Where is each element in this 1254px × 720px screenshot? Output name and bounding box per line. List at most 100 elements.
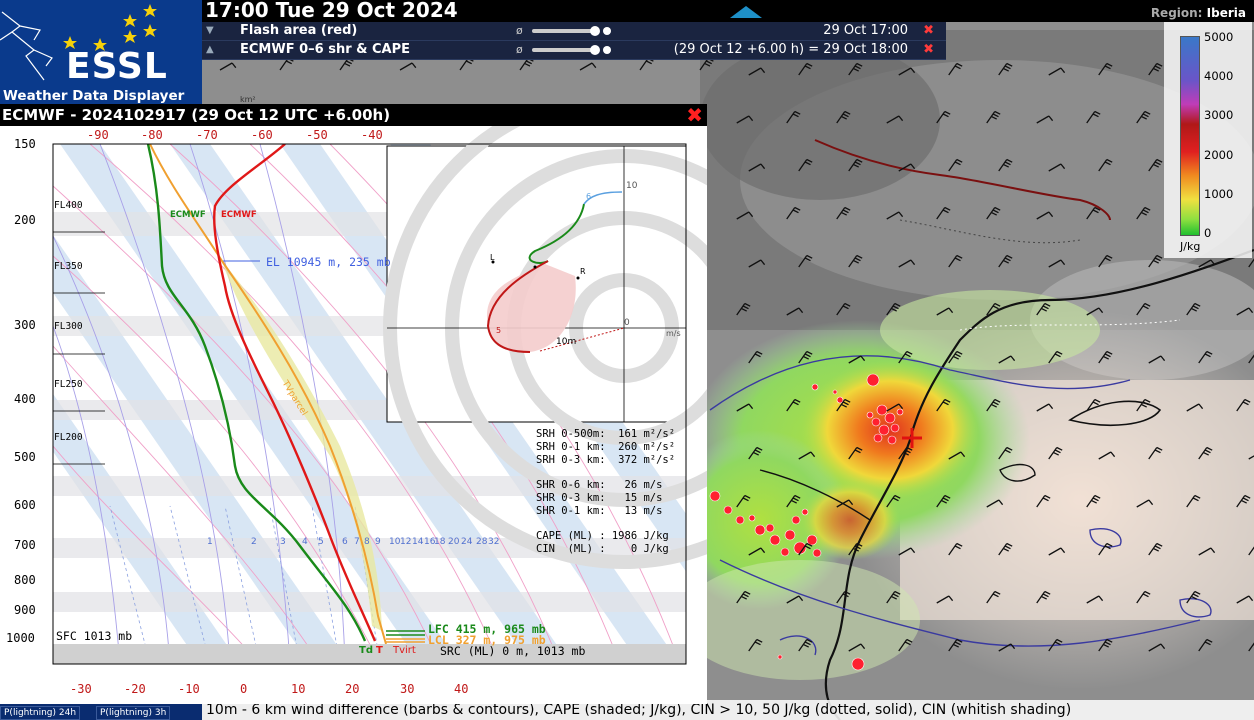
wind-barb bbox=[798, 451, 816, 460]
flight-level-label: FL250 bbox=[54, 379, 83, 390]
wind-barb bbox=[1048, 638, 1063, 652]
wind-barb bbox=[1048, 259, 1066, 268]
pressure-tick: 200 bbox=[14, 213, 36, 227]
opacity-slider[interactable] bbox=[532, 29, 598, 33]
legend-colorbar bbox=[1180, 36, 1200, 236]
wind-barb bbox=[1148, 254, 1163, 268]
layer-visibility-toggle[interactable] bbox=[603, 27, 611, 35]
layer-row[interactable]: ▼ Flash area (red) ø 29 Oct 17:00 ✖ bbox=[202, 22, 946, 41]
temp-tick: -20 bbox=[124, 682, 146, 696]
move-down-icon[interactable]: ▼ bbox=[206, 25, 214, 36]
wind-barb bbox=[1198, 259, 1216, 268]
wind-barb bbox=[1248, 455, 1254, 460]
layer-row[interactable]: ▲ ECMWF 0–6 shr & CAPE ø (29 Oct 12 +6.0… bbox=[202, 41, 946, 60]
wind-barb bbox=[1036, 211, 1054, 220]
move-up-icon[interactable]: ▲ bbox=[206, 44, 214, 55]
layer-name[interactable]: Flash area (red) bbox=[240, 23, 358, 38]
index-line: SHR 0-1 km: 13 m/s bbox=[536, 504, 663, 517]
flight-level-label: FL200 bbox=[54, 432, 83, 443]
wind-barb bbox=[1248, 354, 1254, 364]
wind-barb bbox=[1198, 547, 1216, 556]
index-line: SHR 0-3 km: 15 m/s bbox=[536, 491, 663, 504]
wind-barb bbox=[886, 115, 904, 124]
cape-color-legend: 5000 4000 3000 2000 1000 0 J/kg bbox=[1164, 22, 1252, 258]
wind-barb bbox=[786, 398, 801, 412]
wind-barb bbox=[886, 211, 904, 220]
temp-tick: 30 bbox=[400, 682, 415, 696]
pressure-tick: 900 bbox=[14, 603, 36, 617]
legend-unit: J/kg bbox=[1180, 240, 1201, 253]
wind-barb bbox=[948, 158, 963, 172]
mixing-ratio-label: 16 bbox=[424, 537, 436, 547]
wind-barb bbox=[848, 355, 866, 364]
wind-barb bbox=[986, 499, 1004, 508]
wind-barb bbox=[1236, 494, 1251, 508]
temperature-label: ECMWF bbox=[221, 210, 257, 220]
wind-barb bbox=[1036, 403, 1054, 412]
wind-barb bbox=[1148, 542, 1163, 556]
wind-barb bbox=[748, 350, 763, 364]
wind-barb bbox=[948, 542, 963, 556]
mixing-ratio-label: 7 bbox=[354, 537, 360, 547]
tab-lightning-24h[interactable]: P(lightning) 24h bbox=[0, 706, 81, 720]
mixing-ratio-label: 4 bbox=[302, 537, 308, 547]
hodo-ring-label: 0 bbox=[624, 318, 630, 328]
t-label: T bbox=[376, 645, 383, 656]
wind-barb bbox=[886, 590, 901, 604]
wind-barb bbox=[1036, 590, 1051, 604]
wind-barb bbox=[786, 206, 801, 220]
wind-barb bbox=[786, 307, 804, 316]
wind-barb bbox=[798, 638, 813, 652]
remove-layer-button[interactable]: ✖ bbox=[923, 42, 934, 57]
wind-barb bbox=[736, 211, 754, 220]
wind-barb bbox=[1198, 350, 1213, 364]
wind-barb bbox=[748, 446, 763, 460]
opacity-slider[interactable] bbox=[532, 48, 598, 52]
wind-barb bbox=[936, 595, 954, 604]
wind-barb bbox=[1086, 398, 1101, 412]
wind-barb bbox=[948, 254, 963, 268]
flight-level-label: FL350 bbox=[54, 261, 83, 272]
wind-barb bbox=[1048, 67, 1066, 76]
region-selector[interactable]: Region: Iberia bbox=[1151, 6, 1246, 20]
index-line: SRH 0-500m: 161 m²/s² bbox=[536, 428, 676, 440]
wind-barb bbox=[1098, 254, 1113, 268]
temp-tick: -50 bbox=[306, 128, 328, 142]
wind-barb bbox=[1248, 642, 1254, 652]
wind-barb bbox=[836, 499, 854, 508]
wind-barb bbox=[1248, 258, 1254, 268]
wind-barb bbox=[998, 355, 1016, 364]
wind-barb bbox=[848, 158, 863, 172]
essl-logo[interactable]: ESSL Weather Data Displayer bbox=[0, 0, 202, 104]
layer-name[interactable]: ECMWF 0–6 shr & CAPE bbox=[240, 42, 411, 57]
wind-barb bbox=[836, 590, 851, 604]
opacity-slider-knob[interactable] bbox=[590, 45, 600, 55]
collapse-arrow-icon[interactable] bbox=[730, 6, 762, 18]
tab-lightning-3h[interactable]: P(lightning) 3h bbox=[96, 706, 171, 720]
index-line: SRH 0-3 km: 372 m²/s² bbox=[536, 453, 676, 466]
mixing-ratio-label: 10 bbox=[389, 537, 401, 547]
legend-tick: 0 bbox=[1204, 226, 1212, 240]
legend-tick: 4000 bbox=[1204, 69, 1234, 83]
map-caption: 10m - 6 km wind difference (barbs & cont… bbox=[202, 700, 1254, 720]
remove-layer-button[interactable]: ✖ bbox=[923, 23, 934, 38]
wind-barb bbox=[1098, 542, 1113, 556]
wind-barb bbox=[898, 547, 916, 556]
wind-barb bbox=[1136, 590, 1151, 604]
hodo-right-mover-label: R bbox=[580, 267, 586, 276]
wind-barb bbox=[836, 302, 851, 316]
wind-barb bbox=[798, 254, 813, 268]
wind-barb bbox=[1098, 62, 1113, 76]
layer-visibility-toggle[interactable] bbox=[603, 46, 611, 54]
hodo-ring-label: 10 bbox=[626, 181, 638, 191]
logo-subtitle: Weather Data Displayer bbox=[3, 88, 185, 104]
wind-barb bbox=[1148, 643, 1166, 652]
wind-barb bbox=[1148, 62, 1163, 76]
wind-barb bbox=[998, 158, 1013, 172]
index-line bbox=[536, 518, 675, 531]
index-line: SHR 0-6 km: 26 m/s bbox=[536, 479, 663, 492]
opacity-slider-knob[interactable] bbox=[590, 26, 600, 36]
wind-barb bbox=[1086, 206, 1101, 220]
close-icon[interactable]: ✖ bbox=[686, 103, 703, 127]
wind-barb bbox=[948, 451, 966, 460]
